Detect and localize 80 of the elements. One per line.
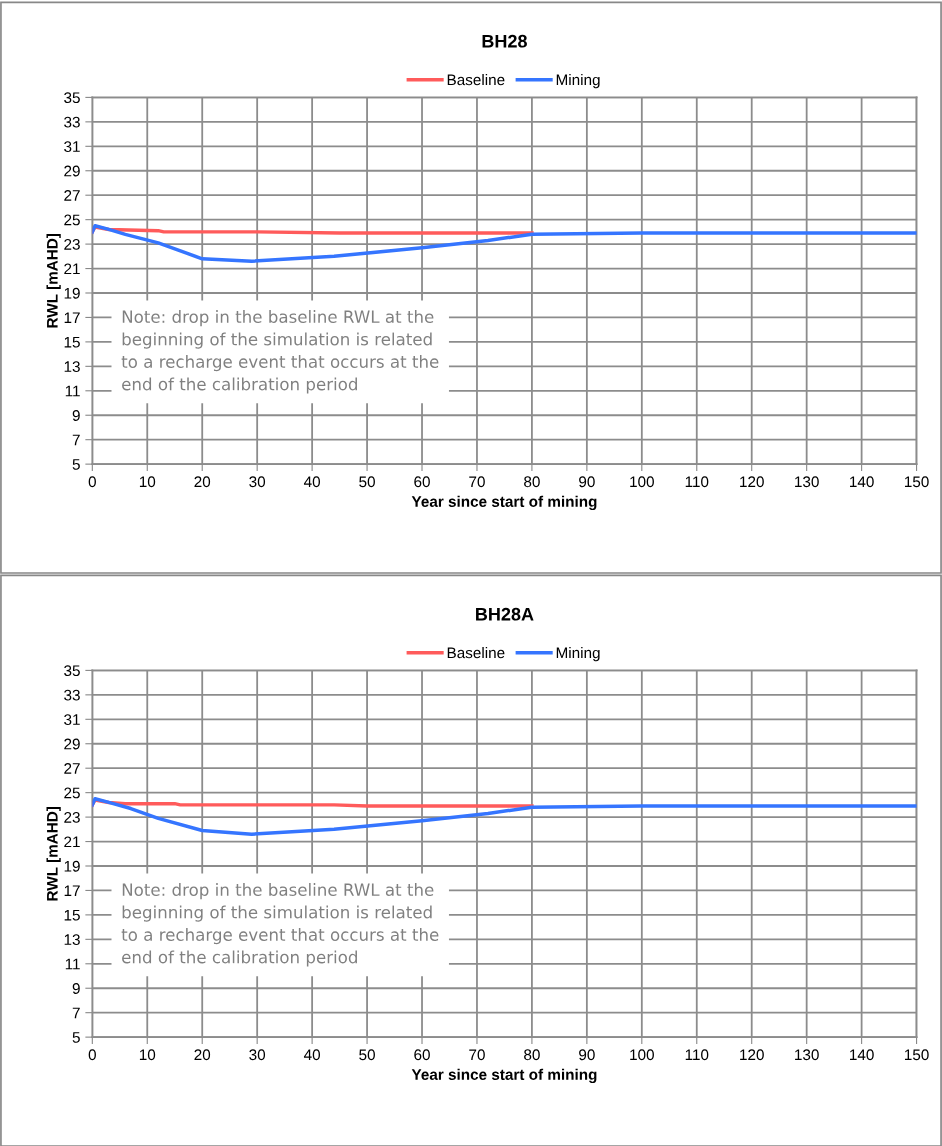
y-tick-label: 31: [64, 141, 80, 152]
x-tick-label: 90: [579, 476, 595, 488]
x-tick-label: 80: [524, 1049, 540, 1061]
x-tick-label: 130: [795, 476, 819, 488]
y-tick-label: 35: [64, 665, 80, 677]
y-tick-label: 21: [64, 836, 80, 848]
legend-label: Baseline: [447, 647, 505, 659]
y-tick-label: 9: [72, 410, 80, 421]
y-tick-label: 25: [64, 787, 80, 799]
line-series: [92, 225, 534, 235]
x-tick-label: 20: [194, 1049, 211, 1061]
annotation: Note: drop in the baseline RWL at the beginning of the simulation is related to a recharge event that occurs at the end of the calibration period: [121, 310, 439, 394]
x-tick-label: 140: [850, 1049, 874, 1061]
y-tick-label: 17: [64, 312, 80, 323]
legend-label: Mining: [556, 74, 600, 89]
x-tick-label: 150: [904, 1049, 929, 1061]
y-tick-label: 19: [64, 287, 80, 299]
x-tick-label: 10: [139, 476, 156, 488]
y-tick-label: 29: [64, 165, 80, 177]
x-tick-label: 100: [630, 1049, 654, 1061]
x-tick-label: 40: [303, 1049, 321, 1061]
x-tick-label: 70: [469, 476, 485, 488]
y-tick-label: 21: [64, 263, 80, 275]
y-tick-label: 17: [64, 885, 80, 896]
y-axis-title: RWL [mAHD]: [46, 806, 61, 901]
x-tick-label: 80: [524, 476, 540, 488]
x-tick-label: 30: [249, 1049, 266, 1061]
y-tick-label: 27: [64, 763, 80, 774]
y-tick-label: 13: [64, 361, 80, 373]
y-tick-label: 5: [72, 1032, 80, 1043]
x-tick-label: 50: [359, 476, 375, 488]
y-tick-label: 29: [64, 738, 80, 750]
x-tick-label: 30: [249, 476, 266, 488]
y-tick-label: 9: [72, 983, 80, 994]
x-tick-label: 100: [630, 476, 654, 488]
x-tick-label: 130: [795, 1049, 819, 1061]
x-tick-label: 90: [579, 1049, 595, 1061]
x-tick-label: 60: [414, 476, 430, 488]
legend-label: Baseline: [447, 74, 505, 86]
x-axis-title: Year since start of mining: [411, 495, 597, 511]
y-tick-label: 13: [64, 934, 80, 946]
y-tick-label: 33: [64, 116, 80, 128]
x-tick-label: 140: [850, 476, 874, 488]
x-axis-title: Year since start of mining: [411, 1068, 597, 1084]
x-tick-label: 60: [414, 1049, 430, 1061]
x-tick-label: 110: [685, 1049, 709, 1061]
x-tick-label: 0: [88, 1049, 96, 1061]
x-tick-label: 10: [139, 1049, 156, 1061]
x-tick-label: 70: [469, 1049, 485, 1061]
y-tick-label: 15: [64, 336, 80, 348]
y-tick-label: 15: [64, 909, 80, 921]
y-tick-label: 25: [64, 214, 80, 226]
line-series: [92, 798, 534, 808]
x-tick-label: 150: [904, 476, 929, 488]
y-tick-label: 7: [72, 434, 80, 446]
y-tick-label: 27: [64, 190, 80, 201]
y-tick-label: 23: [64, 238, 80, 250]
y-tick-label: 5: [72, 459, 80, 470]
y-tick-label: 33: [64, 689, 80, 701]
line-series: [92, 224, 917, 263]
y-tick-label: 11: [65, 958, 80, 970]
y-tick-label: 31: [64, 714, 80, 725]
x-tick-label: 40: [303, 476, 321, 488]
chart-title: BH28: [482, 34, 527, 48]
x-tick-label: 50: [359, 1049, 375, 1061]
x-tick-label: 110: [685, 476, 709, 488]
y-axis-title: RWL [mAHD]: [46, 233, 61, 328]
chart-title: BH28A: [476, 607, 534, 621]
legend-label: Mining: [556, 647, 600, 662]
y-tick-label: 7: [72, 1007, 80, 1019]
x-tick-label: 120: [740, 1049, 764, 1061]
x-tick-label: 0: [88, 476, 96, 488]
y-tick-label: 11: [65, 385, 80, 397]
annotation: Note: drop in the baseline RWL at the beginning of the simulation is related to a recharge event that occurs at the end of the calibration period: [121, 883, 439, 967]
y-tick-label: 35: [64, 92, 80, 104]
x-tick-label: 120: [740, 476, 764, 488]
y-tick-label: 23: [64, 811, 80, 823]
x-tick-label: 20: [194, 476, 211, 488]
line-series: [92, 797, 917, 836]
y-tick-label: 19: [64, 860, 80, 872]
